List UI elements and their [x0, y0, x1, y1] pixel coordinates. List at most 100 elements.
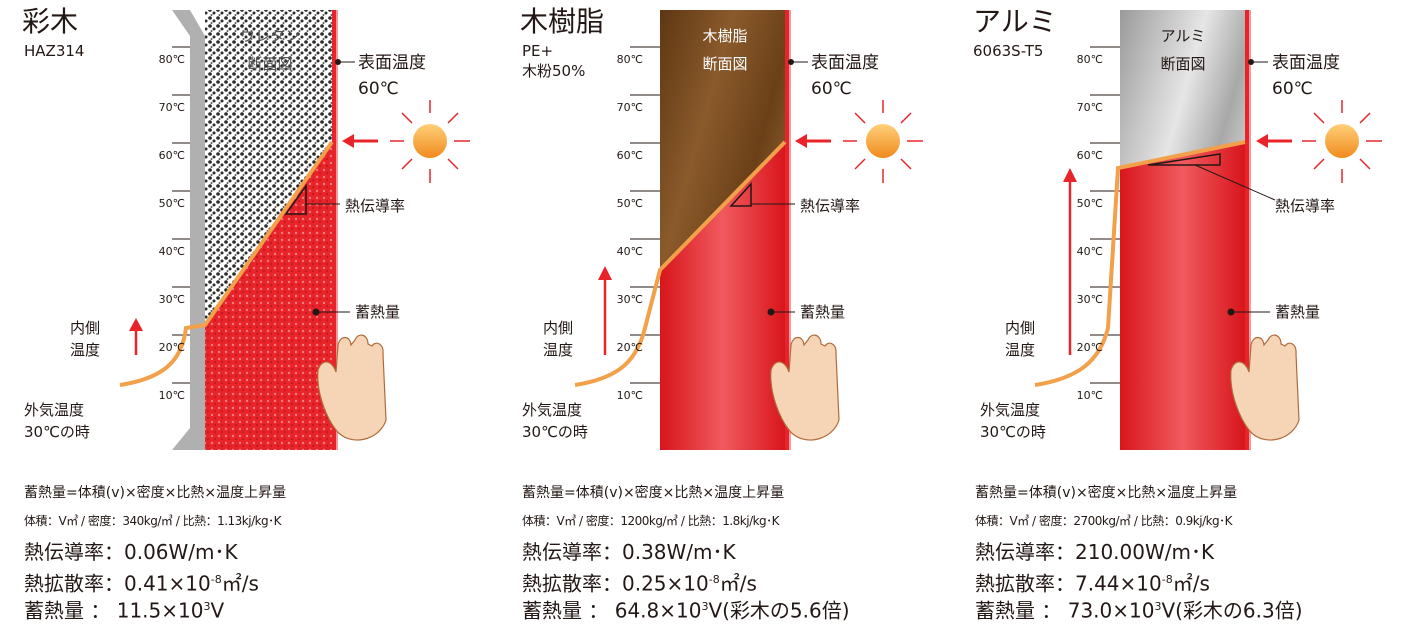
stat-text: 蓄熱量 ： 64.8×10 — [522, 598, 702, 623]
thermal-diffusivity-stat: 熱拡散率：0.25×10-8㎡/s — [522, 567, 757, 597]
material-params: 体積：V㎥ / 密度：2700kg/㎥ / 比熱：0.9kj/kg･K — [975, 514, 1233, 528]
tick-label: 40℃ — [1076, 245, 1103, 258]
tick-label: 60℃ — [158, 149, 185, 162]
material-subtitle: HAZ314 — [24, 42, 85, 60]
stat-text: ㎡/s — [221, 571, 259, 596]
tick-label: 80℃ — [1076, 53, 1103, 66]
heat-storage-stat: 蓄熱量 ： 73.0×103V(彩木の6.3倍) — [975, 594, 1303, 624]
material-params: 体積：V㎥ / 密度：340kg/㎥ / 比熱：1.13kj/kg･K — [24, 514, 282, 528]
heat-storage-stat: 蓄熱量 ： 11.5×103V — [24, 594, 224, 624]
tick-label: 50℃ — [158, 197, 185, 210]
heat-storage-label: 蓄熱量 — [1275, 303, 1321, 321]
inner-temp-label: 温度 — [1005, 341, 1036, 359]
tick-label: 20℃ — [1076, 341, 1103, 354]
material-section-label-line: 断面図 — [702, 55, 748, 73]
tick-label: 30℃ — [1076, 293, 1103, 306]
tick-label: 40℃ — [616, 245, 643, 258]
surface-temp-label: 表面温度 — [1272, 53, 1340, 73]
tick-label: 80℃ — [616, 53, 643, 66]
tick-label: 70℃ — [616, 101, 643, 114]
material-params: 体積：V㎥ / 密度：1200kg/㎥ / 比熱：1.8kj/kg･K — [522, 514, 780, 528]
surface-temp-value: 60℃ — [358, 79, 399, 99]
outside-temp-label: 外気温度 — [980, 401, 1041, 419]
wood-resin-cross-section-diagram — [574, 10, 923, 450]
material-section-label-line: 断面図 — [247, 55, 293, 73]
material-section-label-line: 木樹脂 — [702, 27, 748, 45]
panel-wood-resin: 木樹脂 PE+ 木粉50% 80℃ 70℃ 60℃ 50℃ 40℃ 30℃ 20… — [495, 0, 965, 624]
stat-text: 熱拡散率：0.25×10 — [522, 571, 709, 596]
outside-temp-label: 30℃の時 — [522, 423, 588, 441]
stat-exponent: 3 — [203, 600, 211, 613]
material-subtitle: PE+ — [522, 42, 554, 60]
tick-label: 10℃ — [158, 389, 185, 402]
surface-temp-value: 60℃ — [1272, 79, 1313, 99]
material-subtitle: 6063S-T5 — [973, 42, 1044, 60]
heat-storage-label: 蓄熱量 — [800, 303, 846, 321]
inner-temp-label: 内側 — [543, 319, 574, 337]
material-section-label: 木樹脂 断面図 — [675, 22, 775, 78]
thermal-diffusivity-stat: 熱拡散率：7.44×10-8㎡/s — [975, 567, 1210, 597]
tick-label: 40℃ — [158, 245, 185, 258]
material-section-label-line: ウレタン — [239, 27, 300, 45]
stat-text: 熱拡散率：7.44×10 — [975, 571, 1162, 596]
surface-temp-label: 表面温度 — [358, 53, 426, 73]
tick-label: 10℃ — [616, 389, 643, 402]
heat-storage-label: 蓄熱量 — [355, 303, 401, 321]
tick-label: 60℃ — [616, 149, 643, 162]
stat-text: 蓄熱量 ： 73.0×10 — [975, 598, 1155, 623]
thermal-conductivity-stat: 熱伝導率：210.00W/m･K — [975, 540, 1215, 564]
stat-text: 熱拡散率：0.41×10 — [24, 571, 211, 596]
material-subtitle: 木粉50% — [522, 62, 586, 80]
saiki-cross-section-diagram — [119, 10, 470, 450]
material-section-label: ウレタン 断面図 — [220, 22, 320, 78]
surface-temp-value: 60℃ — [811, 79, 852, 99]
stat-exponent: -8 — [210, 573, 222, 586]
inner-temp-label: 温度 — [70, 341, 101, 359]
surface-temp-label: 表面温度 — [811, 53, 879, 73]
stat-text: 蓄熱量 ： 11.5×10 — [24, 598, 204, 623]
stat-exponent: 3 — [1154, 600, 1162, 613]
tick-label: 20℃ — [616, 341, 643, 354]
stat-text: V(彩木の6.3倍) — [1161, 598, 1303, 623]
aluminum-cross-section-diagram — [1034, 10, 1382, 450]
material-title: アルミ — [973, 5, 1057, 38]
material-section-label-line: アルミ — [1160, 27, 1206, 45]
outside-temp-label: 30℃の時 — [980, 423, 1046, 441]
thermal-conductivity-stat: 熱伝導率：0.38W/m･K — [522, 540, 736, 564]
panel-saiki: 彩木 HAZ314 80℃ 70℃ 60℃ 50℃ 40℃ 30℃ 20℃ 10… — [0, 0, 470, 624]
material-title: 彩木 — [22, 5, 79, 38]
stat-exponent: -8 — [708, 573, 720, 586]
tick-label: 60℃ — [1076, 149, 1103, 162]
heat-storage-stat: 蓄熱量 ： 64.8×103V(彩木の5.6倍) — [522, 594, 850, 624]
stat-text: ㎡/s — [719, 571, 757, 596]
tick-label: 70℃ — [158, 101, 185, 114]
tick-label: 70℃ — [1076, 101, 1103, 114]
tick-label: 10℃ — [1076, 389, 1103, 402]
outside-temp-label: 外気温度 — [24, 401, 85, 419]
stat-text: ㎡/s — [1172, 571, 1210, 596]
tick-label: 50℃ — [616, 197, 643, 210]
tick-label: 20℃ — [158, 341, 185, 354]
heat-storage-formula: 蓄熱量=体積(v)×密度×比熱×温度上昇量 — [522, 485, 785, 501]
inner-temp-label: 内側 — [70, 319, 101, 337]
thermal-conductivity-stat: 熱伝導率：0.06W/m･K — [24, 540, 238, 564]
conductivity-label: 熱伝導率 — [345, 197, 406, 215]
stat-text: V(彩木の5.6倍) — [708, 598, 850, 623]
outside-temp-label: 外気温度 — [522, 401, 583, 419]
outside-temp-label: 30℃の時 — [24, 423, 90, 441]
stat-exponent: 3 — [701, 600, 709, 613]
material-section-label-line: 断面図 — [1160, 55, 1206, 73]
material-section-label: アルミ 断面図 — [1133, 22, 1233, 78]
inner-temp-label: 内側 — [1005, 319, 1036, 337]
tick-label: 30℃ — [158, 293, 185, 306]
stat-text: V — [210, 598, 225, 623]
heat-storage-formula: 蓄熱量=体積(v)×密度×比熱×温度上昇量 — [24, 485, 287, 501]
panel-aluminum: アルミ 6063S-T5 80℃ 70℃ 60℃ 50℃ 40℃ 30℃ 20℃… — [950, 0, 1409, 624]
inner-temp-label: 温度 — [543, 341, 574, 359]
tick-label: 50℃ — [1076, 197, 1103, 210]
conductivity-label: 熱伝導率 — [800, 197, 861, 215]
material-title: 木樹脂 — [520, 5, 605, 38]
tick-label: 80℃ — [158, 53, 185, 66]
conductivity-label: 熱伝導率 — [1275, 197, 1336, 215]
stat-exponent: -8 — [1161, 573, 1173, 586]
